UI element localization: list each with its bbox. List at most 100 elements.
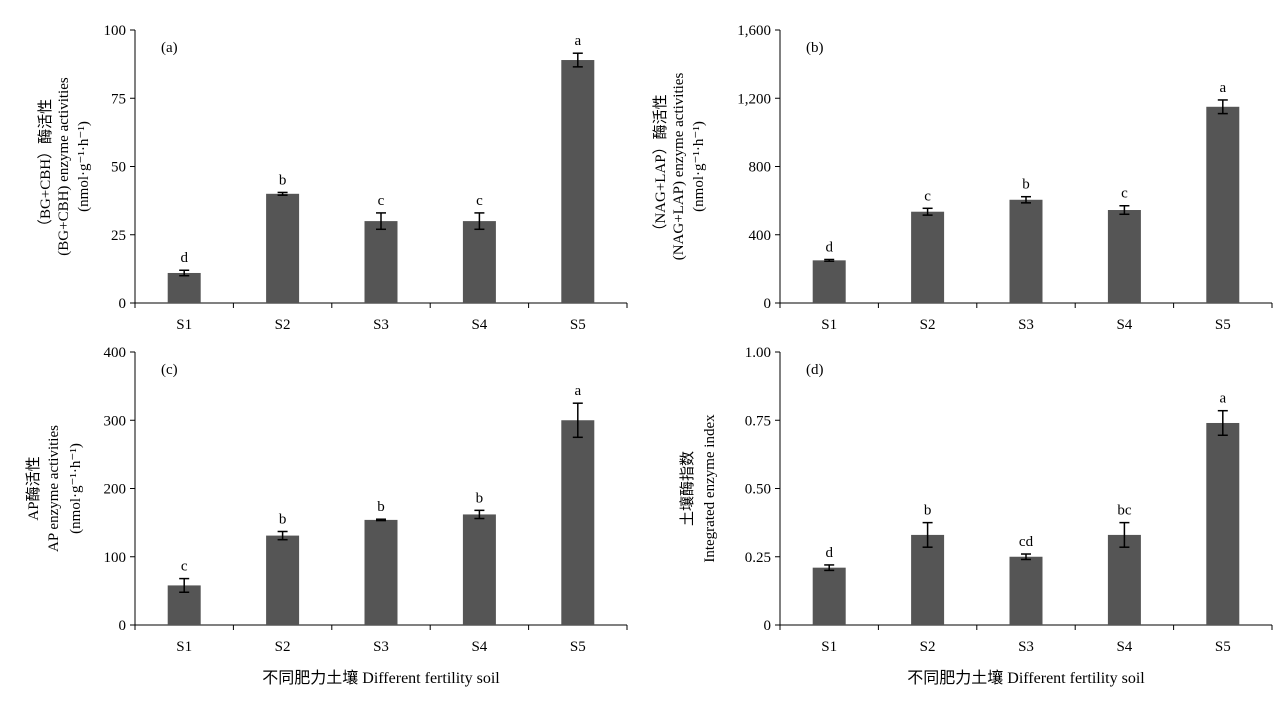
y-tick-label: 0 <box>764 296 772 312</box>
panel-label: (d) <box>806 362 824 378</box>
y-tick-label: 100 <box>104 550 127 566</box>
x-category-label: S1 <box>176 317 192 333</box>
y-tick-label: 100 <box>104 23 127 39</box>
chart-panel: 0 0.25 0.50 0.75 1.00 d S1 b S2 cd S3 bc S4 a S5 (d) 土壤酶… <box>678 345 1273 655</box>
y-axis-label-line: (nmol·g⁻¹·h⁻¹) <box>68 443 84 534</box>
y-tick-label: 0.25 <box>745 550 771 566</box>
x-category-label: S3 <box>373 317 389 333</box>
bar <box>167 272 201 303</box>
bar <box>266 535 300 625</box>
y-axis-label-line: (nmol·g⁻¹·h⁻¹) <box>691 121 707 212</box>
y-tick-label: 300 <box>104 413 127 429</box>
x-axis-title-right: 不同肥力土壤 Different fertility soil <box>907 668 1145 687</box>
y-tick-label: 800 <box>749 160 772 176</box>
y-tick-label: 400 <box>749 228 772 244</box>
significance-letter: a <box>574 33 581 49</box>
chart-panel: 0255075100dS1bS2cS3cS4aS5(a)（BG+CBH）酶活性(… <box>37 23 628 333</box>
panel-label: (c) <box>161 362 178 378</box>
significance-letter: bc <box>1117 503 1132 519</box>
significance-letter: b <box>377 499 385 515</box>
y-tick-label: 0 <box>764 618 772 634</box>
bar <box>1206 106 1240 303</box>
bar <box>561 420 595 625</box>
bar <box>462 221 496 303</box>
significance-letter: b <box>924 503 932 519</box>
significance-letter: d <box>180 250 188 266</box>
significance-letter: c <box>476 193 483 209</box>
significance-letter: b <box>279 172 287 188</box>
x-category-label: S3 <box>1018 317 1034 333</box>
bar <box>1206 422 1240 625</box>
chart-panel: 0 100 200 300 400 c S1 b S2 b S3 b S4 a S5 (c) AP酶活性 AP e… <box>25 345 628 655</box>
y-axis-label-line: （NAG+LAP）酶活性 <box>652 94 669 238</box>
y-tick-label: 25 <box>111 228 126 244</box>
y-tick-label: 0 <box>119 296 127 312</box>
significance-letter: a <box>1219 391 1226 407</box>
significance-letter: c <box>181 559 188 575</box>
y-axis-label-line: (nmol·g⁻¹·h⁻¹) <box>76 121 92 212</box>
x-category-label: S2 <box>275 639 291 655</box>
bar <box>911 534 945 625</box>
bar <box>1107 210 1141 303</box>
significance-letter: c <box>378 193 385 209</box>
x-category-label: S5 <box>1215 639 1231 655</box>
x-category-label: S5 <box>1215 317 1231 333</box>
panel-label: (a) <box>161 40 178 56</box>
significance-letter: a <box>1219 80 1226 96</box>
significance-letter: d <box>825 545 833 561</box>
y-tick-label: 1,200 <box>737 91 771 107</box>
y-axis-label-line: (NAG+LAP) enzyme activities <box>671 73 687 261</box>
x-category-label: S5 <box>570 317 586 333</box>
x-category-label: S2 <box>920 317 936 333</box>
significance-letter: b <box>476 490 484 506</box>
y-axis-label-line: （BG+CBH）酶活性 <box>37 99 54 234</box>
y-tick-label: 1,600 <box>737 23 771 39</box>
significance-letter: c <box>924 188 931 204</box>
bar <box>364 221 398 303</box>
y-tick-label: 0.75 <box>745 413 771 429</box>
significance-letter: b <box>279 511 287 527</box>
y-tick-label: 200 <box>104 482 127 498</box>
bar <box>1107 534 1141 625</box>
x-category-label: S5 <box>570 639 586 655</box>
y-tick-label: 1.00 <box>745 345 771 361</box>
y-axis-label-line: AP酶活性 <box>25 456 42 520</box>
bar <box>1009 199 1043 303</box>
x-category-label: S2 <box>275 317 291 333</box>
y-axis-label-line: (BG+CBH) enzyme activities <box>56 77 72 256</box>
x-category-label: S4 <box>471 317 487 333</box>
significance-letter: b <box>1022 177 1030 193</box>
y-axis-label-line: Integrated enzyme index <box>702 414 718 563</box>
x-category-label: S1 <box>176 639 192 655</box>
x-category-label: S1 <box>821 317 837 333</box>
significance-letter: a <box>574 383 581 399</box>
significance-letter: d <box>825 239 833 255</box>
bar <box>462 514 496 625</box>
bar <box>266 193 300 303</box>
bar <box>1009 556 1043 625</box>
y-tick-label: 50 <box>111 160 126 176</box>
y-tick-label: 400 <box>104 345 127 361</box>
significance-letter: cd <box>1019 534 1034 550</box>
x-category-label: S4 <box>471 639 487 655</box>
x-category-label: S2 <box>920 639 936 655</box>
y-tick-label: 0 <box>119 618 127 634</box>
bar <box>812 567 846 625</box>
chart-panel: 0 400 800 1,200 1,600 d S1 c S2 b S3 c S4 a S5 (b) （NAG+… <box>652 23 1273 333</box>
bar <box>911 211 945 303</box>
bar <box>561 60 595 303</box>
x-category-label: S4 <box>1116 317 1132 333</box>
x-axis-title-left: 不同肥力土壤 Different fertility soil <box>262 668 500 687</box>
y-axis-label-line: AP enzyme activities <box>46 425 62 552</box>
x-category-label: S1 <box>821 639 837 655</box>
significance-letter: c <box>1121 186 1128 202</box>
panel-label: (b) <box>806 40 824 56</box>
y-tick-label: 75 <box>111 91 126 107</box>
bar <box>364 519 398 625</box>
x-category-label: S3 <box>1018 639 1034 655</box>
y-axis-label-line: 土壤酶指数 <box>678 451 696 526</box>
y-tick-label: 0.50 <box>745 482 771 498</box>
bar <box>812 260 846 303</box>
